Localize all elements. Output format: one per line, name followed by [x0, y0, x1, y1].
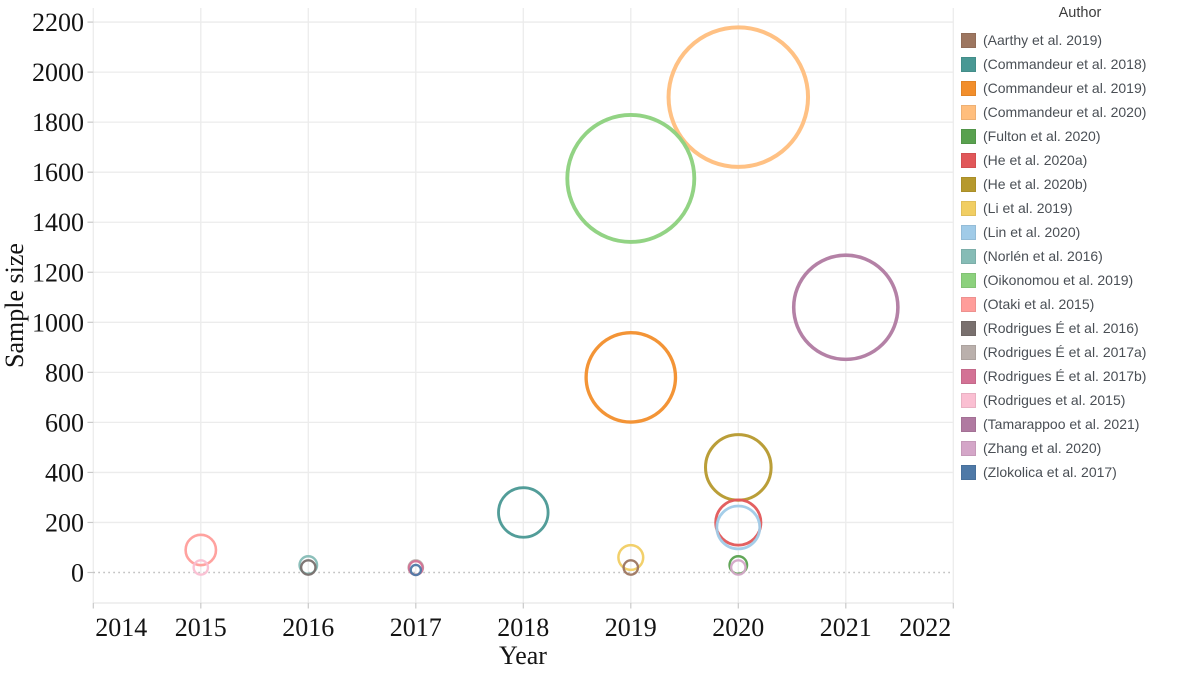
legend-label: (Commandeur et al. 2020)	[983, 104, 1147, 120]
bubble-zlokolica-et-al-2017[interactable]	[409, 563, 423, 577]
legend-item[interactable]: (Commandeur et al. 2020)	[961, 100, 1199, 124]
bubble-aarthy-et-al-2019[interactable]	[622, 559, 640, 576]
bubble-tamarappoo-et-al-2021[interactable]	[791, 253, 900, 362]
legend-label: (Commandeur et al. 2019)	[983, 80, 1147, 96]
legend-label: (Li et al. 2019)	[983, 200, 1073, 216]
x-tick-label: 2015	[175, 613, 227, 642]
y-tick-label: 1400	[32, 208, 84, 237]
legend-item[interactable]: (Rodrigues É et al. 2017a)	[961, 340, 1199, 364]
legend-label: (Aarthy et al. 2019)	[983, 32, 1103, 48]
legend-swatch	[961, 416, 976, 432]
legend-label: (Fulton et al. 2020)	[983, 128, 1101, 144]
legend-label: (Oikonomou et al. 2019)	[983, 272, 1134, 288]
legend-item[interactable]: (Norlén et al. 2016)	[961, 244, 1199, 268]
legend-label: (Commandeur et al. 2018)	[983, 56, 1147, 72]
legend-label: (He et al. 2020b)	[983, 176, 1088, 192]
legend-label: (Tamarappoo et al. 2021)	[983, 416, 1140, 432]
legend-label: (Zhang et al. 2020)	[983, 440, 1102, 456]
bubble-rodrigues-é-et-al-2016[interactable]	[299, 559, 317, 576]
legend-label: (Otaki et al. 2015)	[983, 296, 1095, 312]
y-tick-label: 2000	[32, 58, 84, 87]
legend-swatch	[961, 152, 976, 168]
x-tick-label: 2018	[497, 613, 549, 642]
bubble-lin-et-al-2020[interactable]	[715, 504, 762, 551]
legend-swatch	[961, 128, 976, 144]
legend-swatch	[961, 248, 976, 264]
x-tick-label: 2016	[282, 613, 334, 642]
bubble-oikonomou-et-al-2019[interactable]	[565, 113, 697, 244]
legend-item[interactable]: (Lin et al. 2020)	[961, 220, 1199, 244]
legend-label: (Rodrigues É et al. 2016)	[983, 320, 1139, 336]
x-axis-title: Year	[499, 641, 547, 670]
legend-label: (He et al. 2020a)	[983, 152, 1088, 168]
legend-item[interactable]: (Commandeur et al. 2019)	[961, 76, 1199, 100]
legend-label: (Rodrigues et al. 2015)	[983, 392, 1126, 408]
y-tick-label: 800	[45, 358, 84, 387]
y-axis-title: Sample size	[0, 243, 29, 368]
legend-item[interactable]: (Rodrigues et al. 2015)	[961, 388, 1199, 412]
x-tick-label: 2014	[95, 613, 147, 642]
legend-swatch	[961, 224, 976, 240]
bubble-commandeur-et-al-2019[interactable]	[584, 330, 678, 424]
bubble-he-et-al-2020a[interactable]	[714, 498, 763, 547]
x-tick-label: 2019	[605, 613, 657, 642]
legend-item[interactable]: (Oikonomou et al. 2019)	[961, 268, 1199, 292]
legend-label: (Rodrigues É et al. 2017b)	[983, 368, 1147, 384]
legend-label: (Rodrigues É et al. 2017a)	[983, 344, 1147, 360]
legend-swatch	[961, 320, 976, 336]
legend-item[interactable]: (Commandeur et al. 2018)	[961, 52, 1199, 76]
bubble-rodrigues-et-al-2015[interactable]	[192, 559, 210, 576]
y-tick-label: 0	[71, 559, 84, 588]
bubble-zhang-et-al-2020[interactable]	[729, 559, 747, 576]
legend-label: (Zlokolica et al. 2017)	[983, 464, 1117, 480]
y-tick-label: 400	[45, 458, 84, 487]
legend-item[interactable]: (Otaki et al. 2015)	[961, 292, 1199, 316]
legend-items: (Aarthy et al. 2019) (Commandeur et al. 2…	[961, 28, 1199, 484]
legend-swatch	[961, 464, 976, 480]
bubble-otaki-et-al-2015[interactable]	[184, 533, 218, 567]
bubble-commandeur-et-al-2018[interactable]	[497, 486, 550, 539]
legend-swatch	[961, 440, 976, 456]
legend-label: (Norlén et al. 2016)	[983, 248, 1103, 264]
bubble-commandeur-et-al-2020[interactable]	[666, 25, 811, 169]
legend-swatch	[961, 56, 976, 72]
y-tick-label: 1200	[32, 258, 84, 287]
y-tick-label: 1600	[32, 158, 84, 187]
y-tick-label: 200	[45, 508, 84, 537]
legend-item[interactable]: (Tamarappoo et al. 2021)	[961, 412, 1199, 436]
legend-item[interactable]: (Rodrigues É et al. 2016)	[961, 316, 1199, 340]
legend-item[interactable]: (Aarthy et al. 2019)	[961, 28, 1199, 52]
legend-item[interactable]: (He et al. 2020b)	[961, 172, 1199, 196]
legend-swatch	[961, 272, 976, 288]
bubble-li-et-al-2019[interactable]	[617, 543, 645, 572]
legend-swatch	[961, 200, 976, 216]
legend: Author (Aarthy et al. 2019) (Commandeur e…	[961, 5, 1199, 484]
x-tick-label: 2020	[712, 613, 764, 642]
legend-title: Author	[1058, 5, 1102, 21]
legend-swatch	[961, 392, 976, 408]
legend-swatch	[961, 104, 976, 120]
legend-item[interactable]: (Rodrigues É et al. 2017b)	[961, 364, 1199, 388]
legend-label: (Lin et al. 2020)	[983, 224, 1081, 240]
legend-swatch	[961, 368, 976, 384]
y-tick-label: 1000	[32, 308, 84, 337]
legend-item[interactable]: (Zlokolica et al. 2017)	[961, 460, 1199, 484]
legend-swatch	[961, 296, 976, 312]
x-tick-label: 2021	[820, 613, 872, 642]
legend-item[interactable]: (Li et al. 2019)	[961, 196, 1199, 220]
legend-item[interactable]: (Zhang et al. 2020)	[961, 436, 1199, 460]
x-tick-label: 2022	[899, 613, 951, 642]
legend-item[interactable]: (Fulton et al. 2020)	[961, 124, 1199, 148]
legend-swatch	[961, 32, 976, 48]
y-tick-label: 1800	[32, 108, 84, 137]
y-tick-label: 600	[45, 408, 84, 437]
x-tick-label: 2017	[390, 613, 442, 642]
legend-item[interactable]: (He et al. 2020a)	[961, 148, 1199, 172]
legend-swatch	[961, 344, 976, 360]
y-tick-label: 2200	[32, 8, 84, 37]
legend-swatch	[961, 176, 976, 192]
legend-swatch	[961, 80, 976, 96]
